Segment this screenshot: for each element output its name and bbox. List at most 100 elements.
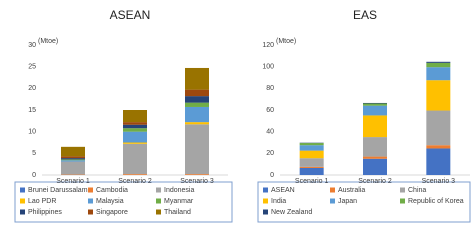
y-tick-label: 0 xyxy=(32,172,36,179)
legend-marker xyxy=(400,198,405,204)
legend-marker xyxy=(330,187,335,193)
legend-label: Myanmar xyxy=(164,198,194,205)
legend-marker xyxy=(156,198,161,204)
bar-segment xyxy=(123,174,147,175)
legend-label: India xyxy=(271,198,286,205)
bar-segment xyxy=(299,166,324,168)
bar-segment xyxy=(299,145,324,151)
x-tick-label: Scenario 1 xyxy=(56,178,90,185)
legend-frame xyxy=(14,181,233,223)
chart-title: ASEAN xyxy=(110,8,151,22)
legend-label: Indonesia xyxy=(164,187,194,194)
bar-segment xyxy=(185,67,209,90)
bar-segment xyxy=(363,158,387,175)
background xyxy=(0,0,474,224)
bar-segment xyxy=(426,62,451,68)
y-tick-label: 60 xyxy=(266,107,274,114)
bar-segment xyxy=(61,158,85,160)
y-tick-label: 10 xyxy=(28,129,36,136)
chart-title: EAS xyxy=(353,8,377,22)
legend-marker xyxy=(400,187,405,193)
bar-segment xyxy=(363,137,387,157)
bar-segment xyxy=(61,160,85,162)
bar-segment xyxy=(185,89,209,97)
y-tick-label: 40 xyxy=(266,129,274,136)
x-tick-label: Scenario 2 xyxy=(118,178,152,185)
bar-segment xyxy=(61,161,85,175)
y-tick-label: 100 xyxy=(262,64,274,71)
bar-segment xyxy=(299,143,324,146)
legend-label: Cambodia xyxy=(96,187,128,194)
bar-segment xyxy=(123,143,147,175)
bar-segment xyxy=(363,105,387,116)
bar-segment xyxy=(426,80,451,111)
bar-segment xyxy=(123,124,147,129)
legend-label: China xyxy=(408,187,426,194)
legend-label: Brunei Darussalam xyxy=(28,187,88,194)
legend-label: Lao PDR xyxy=(28,198,56,205)
bar-segment xyxy=(426,67,451,81)
legend-label: Australia xyxy=(338,187,365,194)
bar-segment xyxy=(185,122,209,125)
y-tick-label: 30 xyxy=(28,42,36,49)
legend-marker xyxy=(88,209,93,215)
legend-marker xyxy=(88,198,93,204)
bar-segment xyxy=(363,115,387,138)
bar-segment xyxy=(123,142,147,144)
y-tick-label: 80 xyxy=(266,85,274,92)
bar-segment xyxy=(61,146,85,157)
legend-label: Thailand xyxy=(164,209,191,216)
bar-segment xyxy=(123,110,147,123)
bar-segment xyxy=(185,96,209,103)
bar-segment xyxy=(123,128,147,132)
legend-marker xyxy=(88,187,93,193)
y-tick-label: 5 xyxy=(32,150,36,157)
legend-frame xyxy=(257,181,471,223)
bar-segment xyxy=(426,145,451,149)
y-tick-label: 0 xyxy=(270,172,274,179)
bar-segment xyxy=(363,103,387,106)
legend-label: New Zealand xyxy=(271,209,312,216)
legend-marker xyxy=(156,187,161,193)
bar-segment xyxy=(185,174,209,175)
legend-label: Japan xyxy=(338,198,357,205)
legend-marker xyxy=(263,209,268,215)
legend-label: Republic of Korea xyxy=(408,198,464,205)
x-tick-label: Scenario 2 xyxy=(358,178,392,185)
legend-label: Philippines xyxy=(28,209,62,216)
bar-segment xyxy=(299,158,324,167)
y-tick-label: 15 xyxy=(28,107,36,114)
bar-segment xyxy=(426,148,451,175)
x-tick-label: Scenario 3 xyxy=(180,178,214,185)
legend-marker xyxy=(20,187,25,193)
y-tick-label: 20 xyxy=(266,150,274,157)
legend-label: Singapore xyxy=(96,209,128,216)
bar-segment xyxy=(123,131,147,143)
page: ASEAN (Mtoe) 0 5 10 15 20 25 30 Scenario 1 Scenari… xyxy=(0,0,474,224)
legend-marker xyxy=(263,187,268,193)
bar-segment xyxy=(299,150,324,159)
x-tick-label: Scenario 1 xyxy=(295,178,329,185)
y-tick-label: 120 xyxy=(262,42,274,49)
y-tick-label: 25 xyxy=(28,64,36,71)
y-axis-label: (Mtoe) xyxy=(276,38,296,45)
legend-marker xyxy=(263,198,268,204)
y-tick-label: 20 xyxy=(28,85,36,92)
legend-label: ASEAN xyxy=(271,187,295,194)
legend-marker xyxy=(330,198,335,204)
legend-label: Malaysia xyxy=(96,198,124,205)
bar-segment xyxy=(363,102,387,104)
legend-marker xyxy=(20,209,25,215)
bar-segment xyxy=(123,122,147,125)
legend-marker xyxy=(20,198,25,204)
y-axis-label: (Mtoe) xyxy=(38,38,58,45)
x-tick-label: Scenario 3 xyxy=(422,178,456,185)
bar-segment xyxy=(426,61,451,63)
bar-segment xyxy=(185,106,209,123)
bar-segment xyxy=(61,156,85,159)
bar-segment xyxy=(363,156,387,159)
bar-segment xyxy=(61,159,85,161)
bar-segment xyxy=(185,102,209,107)
bar-segment xyxy=(426,110,451,146)
legend-marker xyxy=(156,209,161,215)
